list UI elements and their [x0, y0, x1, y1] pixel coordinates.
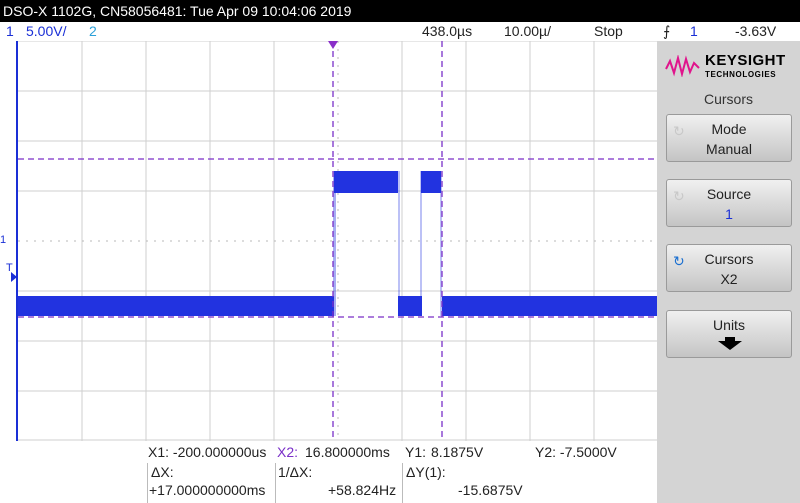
- softkey-value: Manual: [706, 141, 752, 157]
- submenu-arrow-icon-stem: [725, 337, 735, 342]
- cursor-lines: [18, 41, 659, 441]
- menu-title: Cursors: [703, 91, 753, 107]
- softkey-value: X2: [720, 271, 738, 287]
- delta-x-label: ΔX:: [151, 464, 174, 480]
- window-title-bar: DSO-X 1102G, CN58056481: Tue Apr 09 10:0…: [0, 0, 800, 22]
- window-title: DSO-X 1102G, CN58056481: Tue Apr 09 10:0…: [3, 3, 352, 19]
- channel-1-trace: [18, 171, 659, 316]
- y1-value: 8.1875V: [431, 444, 484, 460]
- brand-name: KEYSIGHT: [705, 52, 786, 69]
- softkey-label: Cursors: [704, 251, 754, 267]
- submenu-arrow-icon: [718, 341, 742, 350]
- acquisition-mode[interactable]: Stop: [594, 23, 623, 39]
- delta-y-label: ΔY(1):: [406, 464, 446, 480]
- readout-divider: [402, 463, 403, 503]
- x2-label: X2:: [277, 444, 299, 460]
- trigger-edge-icon: ⨍: [663, 23, 671, 39]
- inverse-delta-x-value: +58.824Hz: [328, 482, 397, 498]
- status-bar: 1 5.00V/ 2 438.0µs 10.00µ/ Stop ⨍ 1 -3.6…: [0, 22, 800, 41]
- cursors-softkey[interactable]: ↻ Cursors X2: [666, 244, 792, 292]
- x1-readout: X1: -200.000000us: [148, 444, 267, 460]
- brand-subtitle: TECHNOLOGIES: [705, 70, 777, 79]
- waveform-graticule: [18, 41, 659, 441]
- x2-value: 16.800000ms: [305, 444, 390, 460]
- cursor-readout: X1: -200.000000us X2: 16.800000ms Y1: 8.…: [0, 441, 657, 503]
- horizontal-delay[interactable]: 438.0µs: [422, 23, 473, 39]
- channel-2-number[interactable]: 2: [89, 23, 97, 39]
- softkey-label: Source: [706, 186, 752, 202]
- keysight-logo: KEYSIGHT TECHNOLOGIES: [665, 51, 795, 81]
- knob-icon: ↻: [673, 188, 685, 204]
- softkey-value: 1: [725, 206, 733, 222]
- inverse-delta-x-label: 1/ΔX:: [278, 464, 313, 480]
- trigger-level-marker: T: [6, 262, 13, 274]
- y1-label: Y1:: [405, 444, 427, 460]
- trigger-source[interactable]: 1: [690, 23, 698, 39]
- y2-readout: Y2: -7.5000V: [535, 444, 617, 460]
- channel-1-number[interactable]: 1: [6, 23, 14, 39]
- readout-divider: [275, 463, 276, 503]
- channel-1-scale[interactable]: 5.00V/: [26, 23, 67, 39]
- source-softkey[interactable]: ↻ Source 1: [666, 179, 792, 227]
- knob-icon: ↻: [673, 123, 685, 139]
- softkey-label: Units: [713, 317, 745, 333]
- keysight-wave-icon: [665, 55, 700, 77]
- readout-divider: [147, 463, 148, 503]
- softkey-panel: KEYSIGHT TECHNOLOGIES Cursors ↻ Mode Man…: [657, 41, 800, 503]
- trigger-level[interactable]: -3.63V: [735, 23, 777, 39]
- trigger-position-marker: [328, 41, 338, 49]
- center-axes: [18, 41, 659, 441]
- mode-softkey[interactable]: ↻ Mode Manual: [666, 114, 792, 162]
- waveform-display[interactable]: [16, 41, 659, 441]
- time-scale[interactable]: 10.00µ/: [504, 23, 551, 39]
- trigger-level-arrow-icon: [11, 272, 17, 282]
- channel-1-ground-marker: 1: [0, 234, 7, 246]
- delta-x-value: +17.000000000ms: [149, 482, 266, 498]
- units-softkey[interactable]: Units: [666, 310, 792, 358]
- softkey-label: Mode: [711, 121, 747, 137]
- delta-y-value: -15.6875V: [458, 482, 523, 498]
- knob-active-icon: ↻: [673, 253, 685, 269]
